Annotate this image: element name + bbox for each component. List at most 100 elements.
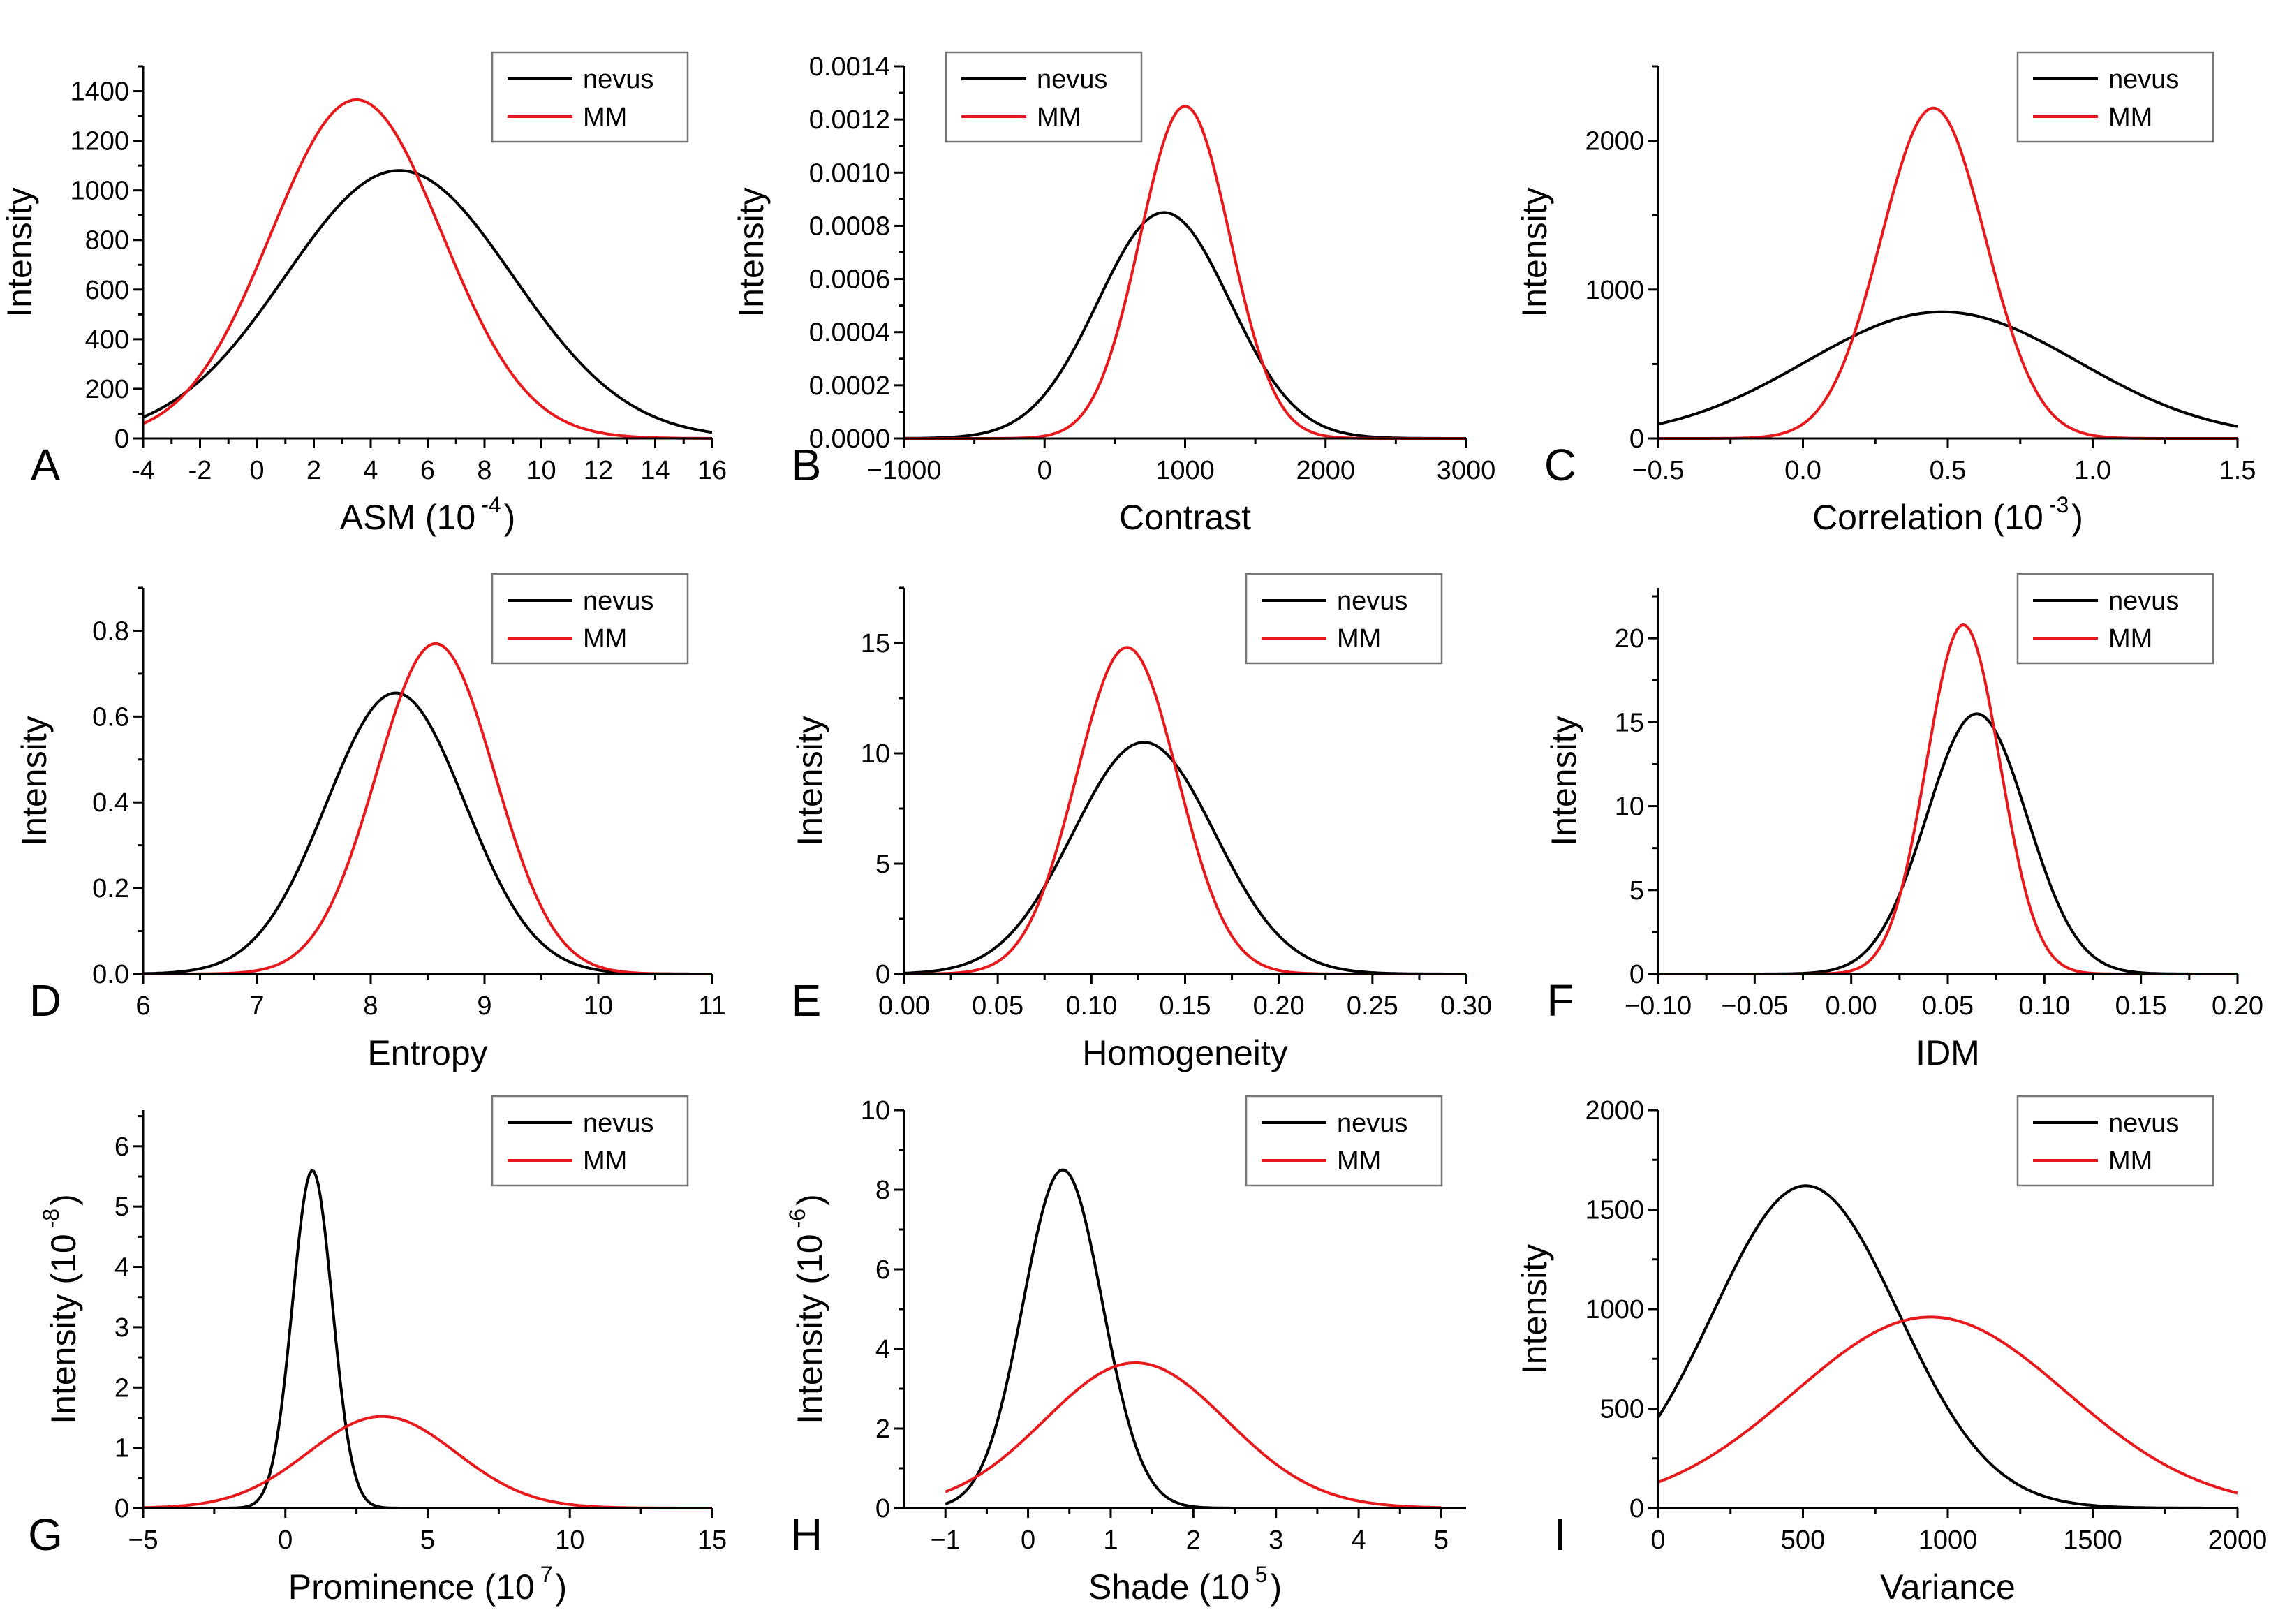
legend-label-mm: MM xyxy=(1337,624,1381,654)
y-tick-label: 600 xyxy=(85,276,129,305)
panel-i: 0 500 1000 1500 2000 0 500 1000 1500 2000 Variance… xyxy=(1515,1095,2268,1607)
x-tick-label: −0.10 xyxy=(1625,991,1692,1021)
series-line-nevus xyxy=(903,741,1466,975)
series-line-mm xyxy=(1658,623,2238,975)
x-tick-label: 1.5 xyxy=(2219,456,2256,485)
legend: nevus MM xyxy=(491,1095,689,1187)
x-tick-label: -2 xyxy=(188,456,212,485)
legend-box xyxy=(2016,573,2214,665)
y-tick-label: 0 xyxy=(114,425,129,454)
y-tick-label: 1 xyxy=(114,1434,129,1463)
y-tick-label: 1000 xyxy=(1585,276,1644,305)
legend-label-mm: MM xyxy=(2108,1146,2152,1176)
legend-label-nevus: nevus xyxy=(1037,65,1107,94)
y-tick-label: 5 xyxy=(1629,876,1644,906)
series-line-nevus xyxy=(903,211,1466,440)
x-tick-label: 0.00 xyxy=(1826,991,1877,1021)
legend-label-nevus: nevus xyxy=(583,1109,653,1138)
x-tick-label: 4 xyxy=(363,456,378,485)
y-tick-label: 6 xyxy=(875,1255,890,1285)
y-tick-label: 0.0012 xyxy=(809,105,890,135)
legend-label-nevus: nevus xyxy=(2108,65,2179,94)
panel-letter: H xyxy=(790,1509,822,1560)
x-tick-label: 8 xyxy=(477,456,491,485)
y-tick-label: 0.2 xyxy=(92,874,129,903)
panel-a: -4 -2 0 2 4 6 8 10 12 14 16 0 200 400 600 800 1000 1200 14… xyxy=(0,51,727,537)
y-tick-label: 1500 xyxy=(1585,1196,1644,1225)
x-axis-label: Contrast xyxy=(1119,498,1251,537)
x-tick-label: 1.0 xyxy=(2074,456,2111,485)
panel-letter: D xyxy=(29,975,61,1026)
y-tick-label: 2 xyxy=(114,1373,129,1403)
y-tick-label: 2000 xyxy=(1585,1096,1644,1125)
y-tick-label: 8 xyxy=(875,1176,890,1205)
y-tick-label: 0.0014 xyxy=(809,52,890,82)
x-tick-label: −1000 xyxy=(867,456,942,485)
y-tick-label: 0.0010 xyxy=(809,158,890,188)
legend-box xyxy=(945,51,1143,143)
x-tick-label: 2 xyxy=(306,456,321,485)
x-tick-label: 0.20 xyxy=(2212,991,2263,1021)
x-tick-label: 2000 xyxy=(2208,1526,2268,1555)
x-tick-label: 500 xyxy=(1781,1526,1825,1555)
x-tick-label: 0 xyxy=(1037,456,1052,485)
y-tick-label: 0.0 xyxy=(92,960,129,989)
x-tick-label: −5 xyxy=(128,1526,158,1555)
series-line-mm xyxy=(1658,106,2238,440)
y-tick-label: 4 xyxy=(114,1253,129,1283)
panel-h: −1 0 1 2 3 4 5 0 2 4 6 8 10 Shade (10 5) Intensity (10-… xyxy=(785,1095,1466,1607)
x-tick-label: 1500 xyxy=(2063,1526,2122,1555)
legend-label-mm: MM xyxy=(2108,624,2152,654)
y-tick-label: 20 xyxy=(1615,624,1644,654)
x-tick-label: 7 xyxy=(249,991,264,1021)
y-axis-label: Intensity xyxy=(1515,1244,1554,1374)
x-axis-label: Variance xyxy=(1880,1567,2016,1607)
x-tick-label: 0 xyxy=(1021,1526,1035,1555)
x-tick-label: 1000 xyxy=(1155,456,1215,485)
panel-e: 0.00 0.05 0.10 0.15 0.20 0.25 0.30 0 5 10 15 Homoge… xyxy=(790,573,1492,1072)
x-tick-label: 0.20 xyxy=(1253,991,1305,1021)
legend-label-mm: MM xyxy=(1037,103,1081,132)
y-axis-label: Intensity xyxy=(790,716,829,846)
y-tick-label: 10 xyxy=(861,1096,890,1125)
x-tick-label: 15 xyxy=(697,1526,727,1555)
x-tick-label: 0.0 xyxy=(1784,456,1821,485)
y-tick-label: 400 xyxy=(85,325,129,355)
x-tick-label: 6 xyxy=(135,991,150,1021)
panel-letter: G xyxy=(28,1509,63,1560)
x-tick-label: 14 xyxy=(640,456,670,485)
y-axis-label: Intensity xyxy=(0,187,39,317)
x-tick-label: 0.30 xyxy=(1440,991,1492,1021)
y-tick-label: 0 xyxy=(1629,425,1644,454)
legend-label-mm: MM xyxy=(1337,1146,1381,1176)
x-axis-label: Entropy xyxy=(367,1033,487,1072)
y-tick-label: 5 xyxy=(875,850,890,879)
series-line-nevus xyxy=(143,1169,712,1509)
x-axis-label: ASM (10 -4) xyxy=(340,492,516,537)
x-tick-label: 0.15 xyxy=(1160,991,1211,1021)
y-tick-label: 0.6 xyxy=(92,702,129,732)
y-tick-label: 0 xyxy=(114,1494,129,1523)
y-tick-label: 1200 xyxy=(70,127,129,156)
x-tick-label: 0.05 xyxy=(1922,991,1974,1021)
legend-box xyxy=(1245,573,1443,665)
series-line-mm xyxy=(904,105,1466,440)
y-axis-label: Intensity (10-6) xyxy=(785,1194,829,1424)
legend-label-nevus: nevus xyxy=(2108,1109,2179,1138)
panel-letter: B xyxy=(792,440,822,490)
panel-b: −1000 0 1000 2000 3000 0.0000 0.0002 0.0004 0.00… xyxy=(732,51,1495,537)
x-tick-label: 0.25 xyxy=(1347,991,1398,1021)
y-tick-label: 0.0004 xyxy=(809,318,890,348)
x-tick-label: 11 xyxy=(698,991,725,1021)
y-tick-label: 1400 xyxy=(70,77,129,107)
legend: nevus MM xyxy=(2016,573,2214,665)
x-tick-label: 5 xyxy=(420,1526,435,1555)
series-line-mm xyxy=(142,98,712,440)
x-tick-label: 8 xyxy=(363,991,378,1021)
legend: nevus MM xyxy=(1245,1095,1443,1187)
y-tick-label: 1000 xyxy=(1585,1295,1644,1324)
legend: nevus MM xyxy=(1245,573,1443,665)
series-line-nevus xyxy=(945,1168,1442,1509)
legend-label-nevus: nevus xyxy=(2108,586,2179,616)
legend-label-mm: MM xyxy=(583,103,627,132)
